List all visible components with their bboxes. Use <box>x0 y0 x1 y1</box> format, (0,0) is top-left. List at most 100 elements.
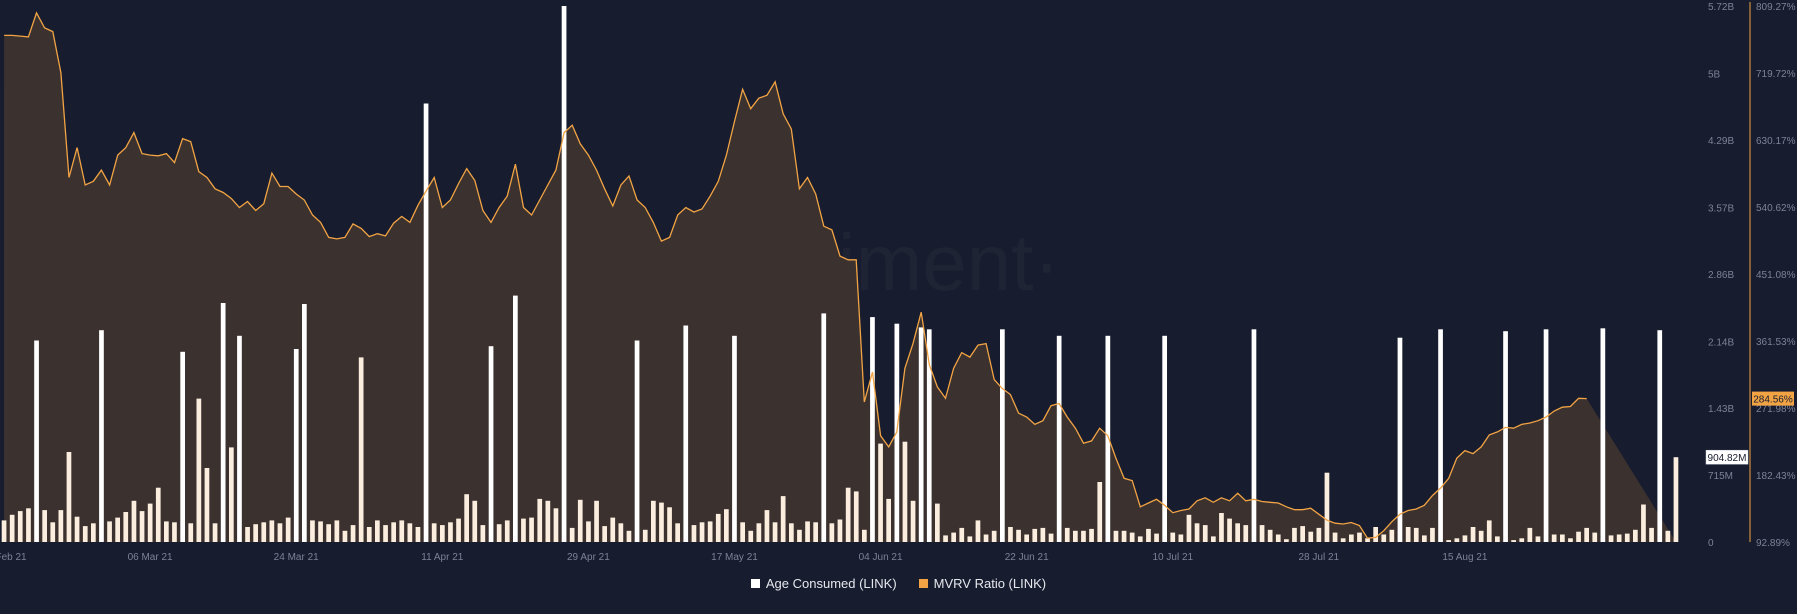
age-consumed-bar <box>764 510 770 542</box>
age-consumed-bar <box>269 520 275 542</box>
age-consumed-last-badge <box>1705 449 1749 465</box>
age-consumed-bar <box>707 521 713 542</box>
age-consumed-bar <box>1032 528 1038 542</box>
right-axis-tick-label: 451.08% <box>1756 270 1796 281</box>
age-consumed-bar <box>902 441 908 542</box>
age-consumed-bar <box>1332 532 1338 542</box>
age-consumed-bar <box>959 527 965 542</box>
chart-legend: Age Consumed (LINK) MVRV Ratio (LINK) <box>0 576 1797 591</box>
age-consumed-bar <box>180 351 186 542</box>
age-consumed-bar <box>1000 329 1005 542</box>
age-consumed-bar <box>350 525 356 542</box>
age-consumed-bar <box>1511 540 1517 542</box>
right-axis-tick-label: 271.98% <box>1756 404 1796 415</box>
age-consumed-bar <box>1267 529 1273 542</box>
age-consumed-bar <box>1389 529 1395 542</box>
age-consumed-bar <box>358 357 364 542</box>
age-consumed-bar <box>1560 534 1565 542</box>
age-consumed-bar <box>172 522 177 542</box>
age-consumed-bar <box>1073 530 1078 542</box>
age-consumed-bar <box>561 6 567 542</box>
age-consumed-bar <box>1129 532 1135 542</box>
age-consumed-bar <box>415 527 421 542</box>
age-consumed-bar <box>975 520 981 542</box>
age-consumed-bar <box>1202 525 1208 542</box>
age-consumed-bar <box>472 500 478 542</box>
age-consumed-bar <box>805 521 810 542</box>
left-axis-tick-label: 1.43B <box>1708 404 1734 415</box>
age-consumed-bar <box>237 335 242 542</box>
age-consumed-bar <box>399 520 405 542</box>
age-consumed-bar <box>504 520 510 542</box>
age-consumed-bar <box>1211 536 1216 542</box>
mvrv-last-value: 284.56% <box>1753 395 1793 406</box>
age-consumed-bar <box>529 517 534 542</box>
right-axis-tick-label: 92.89% <box>1756 538 1790 549</box>
age-consumed-bar <box>1024 534 1030 542</box>
age-consumed-bar <box>577 499 583 542</box>
age-consumed-bar <box>1275 534 1281 542</box>
age-consumed-bar <box>675 523 681 542</box>
age-consumed-bar <box>229 447 234 542</box>
age-consumed-bar <box>1316 527 1322 542</box>
age-consumed-bar <box>569 527 575 542</box>
age-consumed-bar <box>943 535 948 542</box>
age-consumed-bar <box>1365 538 1370 542</box>
legend-item-mvrv[interactable]: MVRV Ratio (LINK) <box>918 576 1046 591</box>
age-consumed-bar <box>58 510 64 542</box>
age-consumed-bar <box>1016 529 1021 542</box>
age-consumed-bar <box>220 303 226 542</box>
age-consumed-bar <box>261 522 267 542</box>
age-consumed-bar <box>1397 337 1403 542</box>
age-consumed-bar <box>302 304 307 542</box>
age-consumed-bar <box>188 523 194 542</box>
age-consumed-bar <box>1186 514 1192 542</box>
age-consumed-bar <box>1576 531 1581 542</box>
age-consumed-bar <box>1413 527 1419 542</box>
age-consumed-bar <box>66 452 72 542</box>
age-consumed-bar <box>1105 335 1111 542</box>
right-axis-tick-label: 630.17% <box>1756 136 1796 147</box>
age-consumed-bar <box>1405 527 1411 542</box>
age-consumed-bar <box>310 520 315 542</box>
age-consumed-bar <box>634 340 640 542</box>
age-consumed-bar <box>951 532 957 542</box>
age-consumed-bar <box>431 523 437 542</box>
x-axis-tick-label: 29 Apr 21 <box>567 552 610 563</box>
x-axis-tick-label: 04 Jun 21 <box>859 552 903 563</box>
left-axis-tick-label: 715M <box>1708 471 1733 482</box>
age-consumed-bar <box>1056 335 1062 542</box>
age-consumed-bar <box>659 502 664 542</box>
mvrv-area-fill <box>4 12 1676 542</box>
age-consumed-bar <box>1284 539 1289 542</box>
age-consumed-bar <box>1227 518 1232 542</box>
age-consumed-bar <box>155 487 161 542</box>
age-consumed-bar <box>99 330 104 542</box>
x-axis-tick-label: 24 Mar 21 <box>274 552 319 563</box>
age-consumed-bar <box>1219 513 1224 542</box>
age-consumed-bar <box>610 517 616 542</box>
age-consumed-bar <box>1641 504 1646 542</box>
legend-item-age-consumed[interactable]: Age Consumed (LINK) <box>750 576 897 591</box>
age-consumed-bar <box>123 512 129 542</box>
age-consumed-bar <box>821 313 827 542</box>
age-consumed-bar <box>1373 527 1379 542</box>
right-axis-tick-label: 182.43% <box>1756 471 1796 482</box>
age-consumed-bar <box>732 335 737 542</box>
age-consumed-bar <box>553 508 559 542</box>
age-consumed-bar <box>115 517 121 542</box>
age-consumed-bar <box>204 468 210 542</box>
age-consumed-bar <box>1495 536 1500 542</box>
age-consumed-bar <box>383 525 388 542</box>
age-consumed-bar <box>1308 531 1314 542</box>
age-consumed-bar <box>1251 329 1257 542</box>
age-consumed-bar <box>626 530 632 542</box>
age-consumed-bar <box>1568 538 1573 542</box>
age-consumed-bar <box>26 508 31 542</box>
x-axis-tick-label: 06 Mar 21 <box>128 552 173 563</box>
age-consumed-bar <box>107 521 112 542</box>
left-axis-tick-label: 2.14B <box>1708 338 1734 349</box>
age-consumed-bar <box>17 511 23 542</box>
age-consumed-bar <box>334 520 340 542</box>
